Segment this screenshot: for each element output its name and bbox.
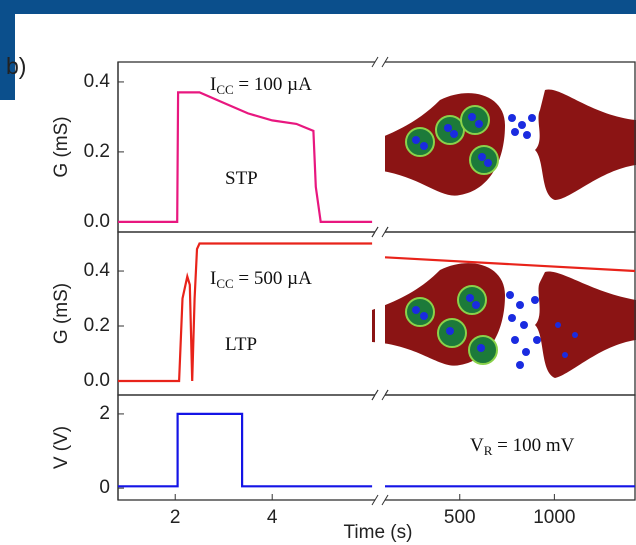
annotation-main: V [470, 435, 484, 456]
data-line [118, 92, 372, 222]
figure: b) 0.0 0.2 0.4 G (mS) ICC = 100 µA STP 0.0 0.2 0… [0, 0, 636, 545]
y-tick-label: 0.4 [84, 260, 111, 281]
x-axis-label: Time (s) [344, 522, 413, 543]
annotation-sub: CC [216, 276, 233, 291]
annotation-main: LTP [225, 334, 257, 355]
annotation: STP [225, 168, 258, 189]
y-tick-label: 0.2 [84, 141, 110, 162]
annotation: ICC = 500 µA [210, 268, 312, 291]
y-tick-label: 0.4 [84, 71, 111, 92]
annotation: LTP [225, 334, 257, 355]
y-tick-label: 0.0 [84, 211, 110, 232]
annotation-sub: CC [216, 82, 233, 97]
synapse-stp [375, 89, 636, 200]
data-line [385, 257, 635, 271]
y-axis-label: V (V) [51, 426, 72, 469]
annotation-tail: = 100 µA [234, 74, 312, 95]
y-axis-label: G (mS) [51, 283, 72, 344]
y-tick-label: 0 [99, 477, 110, 498]
x2-tick-label: 500 [444, 507, 476, 528]
y-axis-label: G (mS) [51, 116, 72, 177]
annotation-sub: R [484, 443, 493, 458]
panel-label: b) [6, 53, 26, 79]
annotation-tail: = 500 µA [234, 268, 312, 289]
x-tick-label: 2 [170, 507, 181, 528]
header-band [0, 0, 636, 14]
y-tick-label: 0.0 [84, 370, 110, 391]
annotation-main: STP [225, 168, 258, 189]
header-side [0, 0, 15, 100]
y-tick-label: 2 [99, 403, 110, 424]
annotation: ICC = 100 µA [210, 74, 312, 97]
x2-tick-label: 1000 [533, 507, 575, 528]
data-line [118, 414, 372, 486]
annotation: VR = 100 mV [470, 435, 575, 458]
annotation-tail: = 100 mV [492, 435, 574, 456]
y-tick-label: 0.2 [84, 315, 110, 336]
synapse-ltp [372, 263, 636, 378]
axis-break-gap [375, 61, 385, 233]
axis-break-gap [375, 394, 385, 501]
data-line [118, 244, 372, 382]
axis-break-gap [375, 231, 385, 396]
x-tick-label: 4 [267, 507, 278, 528]
